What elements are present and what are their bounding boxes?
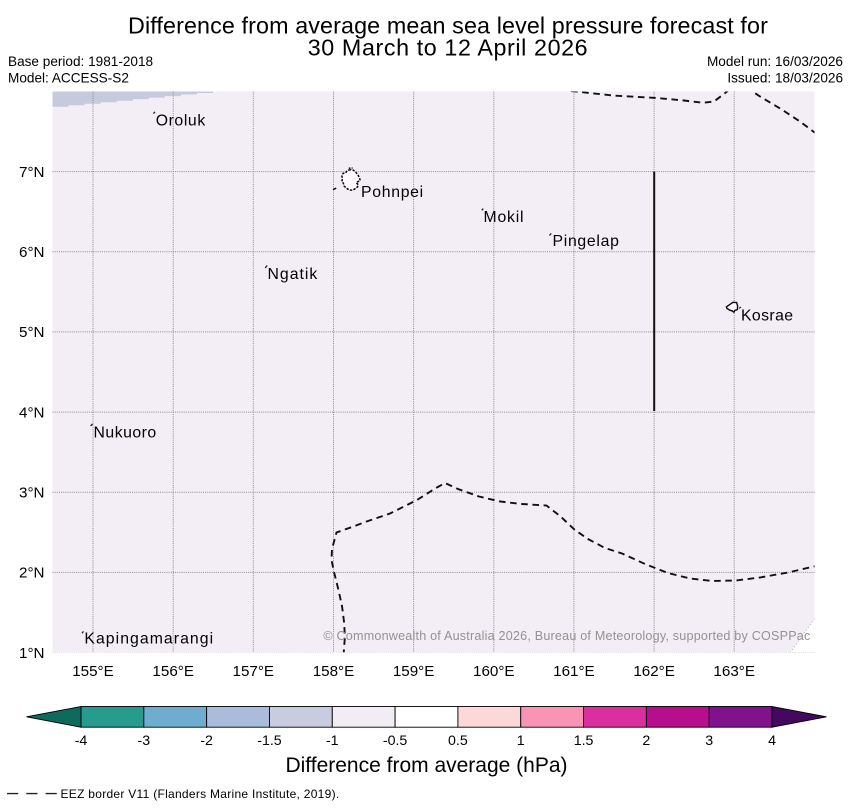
svg-text:Pohnpei: Pohnpei [361,184,424,201]
svg-text:Kapingamarangi: Kapingamarangi [84,631,214,648]
svg-text:Oroluk: Oroluk [156,113,206,130]
svg-text:2: 2 [642,733,650,749]
svg-text:158°E: 158°E [313,663,355,680]
svg-text:3: 3 [705,733,713,749]
svg-text:Ngatik: Ngatik [268,266,319,283]
svg-text:1.5: 1.5 [574,733,594,749]
svg-text:7°N: 7°N [19,164,45,181]
svg-text:0.5: 0.5 [448,733,468,749]
svg-text:Difference from average (hPa): Difference from average (hPa) [285,754,567,777]
svg-text:160°E: 160°E [473,663,515,680]
svg-text:30 March to 12 April 2026: 30 March to 12 April 2026 [308,35,589,61]
svg-text:Kosrae: Kosrae [741,308,793,325]
svg-text:4: 4 [768,733,776,749]
svg-text:-4: -4 [75,733,88,749]
svg-text:1°N: 1°N [19,645,45,662]
svg-text:-1.5: -1.5 [257,733,282,749]
svg-text:4°N: 4°N [19,404,45,421]
svg-text:2°N: 2°N [19,565,45,582]
svg-text:Model: ACCESS-S2: Model: ACCESS-S2 [8,71,129,86]
svg-text:Mokil: Mokil [484,209,525,226]
svg-text:157°E: 157°E [233,663,275,680]
svg-text:1: 1 [517,733,525,749]
svg-text:-0.5: -0.5 [383,733,408,749]
svg-text:162°E: 162°E [633,663,675,680]
svg-text:159°E: 159°E [393,663,435,680]
svg-text:6°N: 6°N [19,244,45,261]
svg-text:163°E: 163°E [713,663,755,680]
svg-text:Nukuoro: Nukuoro [94,425,157,442]
svg-text:Pingelap: Pingelap [553,233,620,250]
svg-text:Base period: 1981-2018: Base period: 1981-2018 [8,54,153,69]
svg-text:155°E: 155°E [72,663,114,680]
svg-text:161°E: 161°E [553,663,595,680]
svg-text:Issued: 18/03/2026: Issued: 18/03/2026 [727,71,843,86]
svg-text:-2: -2 [200,733,213,749]
svg-text:EEZ border V11 (Flanders Marin: EEZ border V11 (Flanders Marine Institut… [61,787,340,801]
svg-text:5°N: 5°N [19,324,45,341]
svg-text:Model run: 16/03/2026: Model run: 16/03/2026 [707,54,843,69]
svg-text:156°E: 156°E [152,663,194,680]
svg-text:-1: -1 [326,733,339,749]
svg-text:-3: -3 [138,733,151,749]
svg-text:3°N: 3°N [19,485,45,502]
svg-text:© Commonwealth of Australia 20: © Commonwealth of Australia 2026, Bureau… [323,629,810,643]
